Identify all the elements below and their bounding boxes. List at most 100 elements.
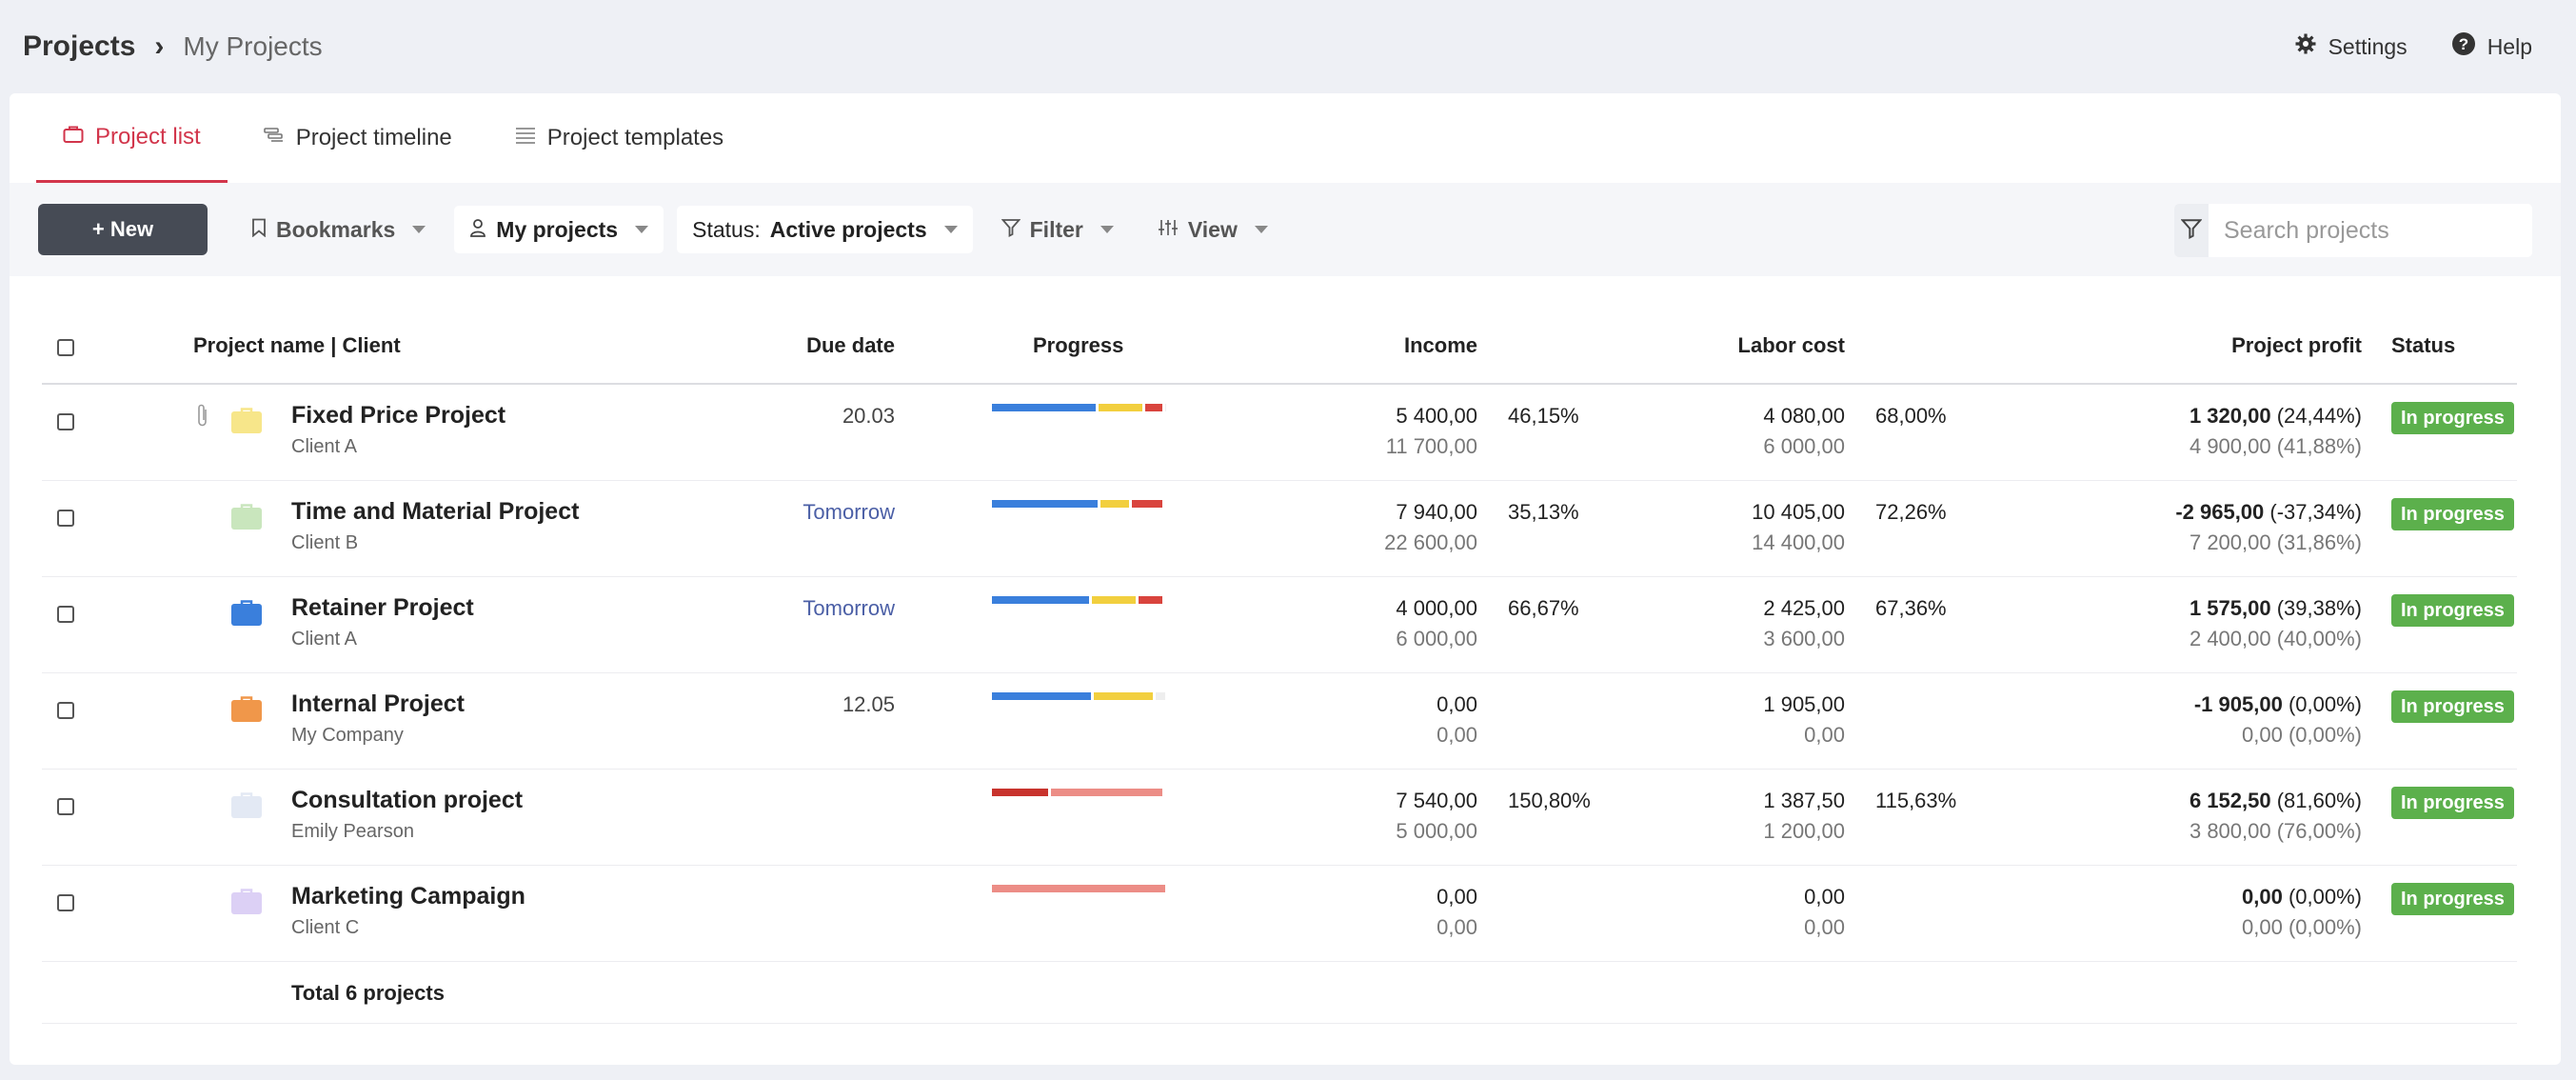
search-filter-button[interactable] bbox=[2174, 204, 2209, 257]
progress-track bbox=[1155, 692, 1165, 700]
tab-project-templates[interactable]: Project templates bbox=[488, 93, 750, 183]
profit-actual: 1 320,00 (24,44%) bbox=[2190, 404, 2362, 429]
select-all-checkbox[interactable] bbox=[57, 339, 74, 356]
help-label: Help bbox=[2487, 33, 2532, 59]
status-badge[interactable]: In progress bbox=[2391, 498, 2514, 530]
status-badge[interactable]: In progress bbox=[2391, 787, 2514, 819]
progress-segment-blue bbox=[992, 692, 1091, 700]
status-badge[interactable]: In progress bbox=[2391, 402, 2514, 434]
chevron-down-icon bbox=[1254, 226, 1268, 233]
income-budget: 6 000,00 bbox=[1396, 627, 1477, 650]
chevron-down-icon bbox=[1100, 226, 1114, 233]
labor-cost-actual: 2 425,00 bbox=[1763, 596, 1845, 620]
profit-actual-percent: (-37,34%) bbox=[2269, 500, 2362, 524]
header-income[interactable]: Income bbox=[1403, 333, 1477, 357]
profit-actual-percent: (0,00%) bbox=[2288, 885, 2362, 909]
progress-segment-blue bbox=[992, 500, 1098, 508]
tab-project-list[interactable]: Project list bbox=[36, 93, 228, 183]
project-name[interactable]: Marketing Campaign bbox=[291, 883, 525, 910]
header-project-profit[interactable]: Project profit bbox=[2231, 333, 2362, 357]
row-checkbox[interactable] bbox=[57, 510, 74, 527]
project-color-briefcase-icon bbox=[230, 792, 263, 819]
row-checkbox[interactable] bbox=[57, 702, 74, 719]
tab-project-timeline[interactable]: Project timeline bbox=[237, 93, 479, 183]
chevron-down-icon bbox=[412, 226, 426, 233]
chevron-down-icon bbox=[635, 226, 649, 233]
progress-segment-blue bbox=[992, 596, 1089, 604]
row-checkbox[interactable] bbox=[57, 606, 74, 623]
income-percent: 46,15% bbox=[1508, 404, 1579, 428]
progress-bar bbox=[992, 596, 1165, 604]
filter-dropdown[interactable]: Filter bbox=[986, 206, 1129, 253]
bookmark-icon bbox=[251, 217, 267, 243]
profit-budget: 0,00 (0,00%) bbox=[2242, 915, 2362, 939]
row-checkbox[interactable] bbox=[57, 798, 74, 815]
profit-actual-percent: (81,60%) bbox=[2276, 789, 2362, 812]
income-actual: 0,00 bbox=[1437, 692, 1477, 716]
main-card: Project list Project timeline Project te… bbox=[10, 93, 2561, 1065]
progress-bar bbox=[992, 885, 1165, 892]
status-dropdown[interactable]: Status: Active projects bbox=[677, 206, 973, 253]
header-progress[interactable]: Progress bbox=[1033, 333, 1124, 357]
project-name[interactable]: Fixed Price Project bbox=[291, 402, 506, 429]
top-actions: Settings ? Help bbox=[2294, 31, 2532, 62]
profit-actual: -2 965,00 (-37,34%) bbox=[2175, 500, 2362, 525]
progress-segment-red bbox=[1144, 404, 1162, 411]
my-projects-dropdown[interactable]: My projects bbox=[454, 206, 664, 253]
table-row[interactable]: Fixed Price Project Client A 20.03 5 400,00… bbox=[42, 385, 2517, 481]
project-color-briefcase-icon bbox=[230, 408, 263, 434]
funnel-icon bbox=[2180, 218, 2203, 244]
progress-segment-red bbox=[1131, 500, 1162, 508]
project-name[interactable]: Internal Project bbox=[291, 690, 465, 717]
bookmarks-label: Bookmarks bbox=[276, 216, 396, 242]
chevron-down-icon bbox=[943, 226, 958, 233]
help-button[interactable]: ? Help bbox=[2451, 31, 2532, 62]
client-name: Client A bbox=[291, 436, 357, 457]
breadcrumb: Projects › My Projects bbox=[23, 30, 323, 63]
new-project-button[interactable]: + New bbox=[38, 204, 208, 255]
table-row[interactable]: Time and Material Project Client B Tomorro… bbox=[42, 481, 2517, 577]
header-project-name[interactable]: Project name | Client bbox=[193, 333, 401, 357]
search-input[interactable] bbox=[2209, 204, 2532, 257]
labor-cost-budget: 14 400,00 bbox=[1752, 530, 1845, 554]
profit-actual: -1 905,00 (0,00%) bbox=[2194, 692, 2362, 717]
table-row[interactable]: Consultation project Emily Pearson 7 540,0… bbox=[42, 770, 2517, 866]
project-name[interactable]: Consultation project bbox=[291, 787, 524, 813]
help-icon: ? bbox=[2451, 31, 2476, 62]
profit-budget: 7 200,00 (31,86%) bbox=[2189, 530, 2362, 554]
row-checkbox[interactable] bbox=[57, 894, 74, 911]
table-row[interactable]: Marketing Campaign Client C 0,00 0,00 0,00 0,… bbox=[42, 866, 2517, 962]
header-labor-cost[interactable]: Labor cost bbox=[1737, 333, 1845, 357]
search-box bbox=[2174, 204, 2532, 257]
settings-button[interactable]: Settings bbox=[2294, 32, 2408, 61]
bookmarks-dropdown[interactable]: Bookmarks bbox=[236, 206, 441, 253]
profit-actual: 0,00 (0,00%) bbox=[2242, 885, 2362, 910]
briefcase-icon bbox=[63, 124, 84, 150]
status-badge[interactable]: In progress bbox=[2391, 883, 2514, 915]
header-status[interactable]: Status bbox=[2391, 333, 2456, 357]
breadcrumb-root[interactable]: Projects bbox=[23, 30, 136, 62]
view-dropdown[interactable]: View bbox=[1142, 206, 1283, 253]
header-due-date[interactable]: Due date bbox=[806, 333, 895, 357]
status-badge[interactable]: In progress bbox=[2391, 690, 2514, 723]
progress-bar bbox=[992, 500, 1165, 508]
progress-segment-yellow bbox=[1100, 500, 1129, 508]
labor-cost-actual: 0,00 bbox=[1804, 885, 1845, 909]
table-row[interactable]: Retainer Project Client A Tomorrow 4 000,00… bbox=[42, 577, 2517, 673]
status-value: Active projects bbox=[769, 216, 927, 242]
labor-cost-percent: 72,26% bbox=[1875, 500, 1947, 524]
labor-cost-actual: 4 080,00 bbox=[1763, 404, 1845, 428]
row-checkbox[interactable] bbox=[57, 413, 74, 430]
status-badge[interactable]: In progress bbox=[2391, 594, 2514, 627]
project-name[interactable]: Time and Material Project bbox=[291, 498, 580, 525]
progress-bar bbox=[992, 404, 1165, 411]
paperclip-icon[interactable] bbox=[196, 402, 209, 433]
income-budget: 0,00 bbox=[1437, 915, 1477, 939]
profit-actual-value: 1 575,00 bbox=[2189, 596, 2271, 620]
income-budget: 22 600,00 bbox=[1384, 530, 1477, 554]
table-row[interactable]: Internal Project My Company 12.05 0,00 0,00 1… bbox=[42, 673, 2517, 770]
profit-budget: 3 800,00 (76,00%) bbox=[2189, 819, 2362, 843]
project-name[interactable]: Retainer Project bbox=[291, 594, 474, 621]
progress-segment-pink bbox=[1051, 789, 1162, 796]
progress-segment-blue bbox=[992, 404, 1097, 411]
